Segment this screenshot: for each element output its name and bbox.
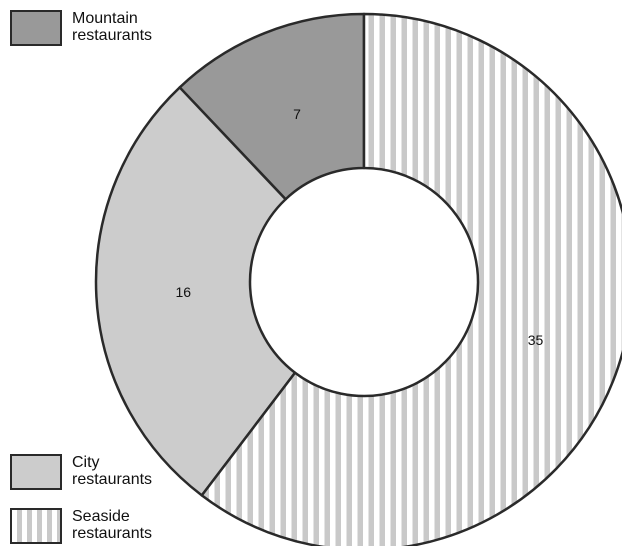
legend-item-seaside: Seaside restaurants bbox=[10, 508, 212, 544]
legend-item-mountain: Mountain restaurants bbox=[10, 10, 212, 46]
legend-label-seaside: Seaside restaurants bbox=[72, 508, 153, 542]
legend-label-mountain: Mountain restaurants bbox=[72, 10, 153, 44]
data-label-seaside: 35 bbox=[528, 332, 544, 348]
legend-item-city: City restaurants bbox=[10, 454, 212, 490]
slice-city bbox=[94, 86, 297, 497]
slice-mountain bbox=[178, 12, 366, 201]
legend-swatch-city bbox=[10, 454, 62, 490]
data-label-city: 16 bbox=[175, 284, 191, 300]
data-label-mountain: 7 bbox=[293, 106, 301, 122]
slice-seaside bbox=[200, 12, 622, 546]
legend-swatch-mountain bbox=[10, 10, 62, 46]
legend-label-city: City restaurants bbox=[72, 454, 153, 488]
legend-swatch-seaside bbox=[10, 508, 62, 544]
